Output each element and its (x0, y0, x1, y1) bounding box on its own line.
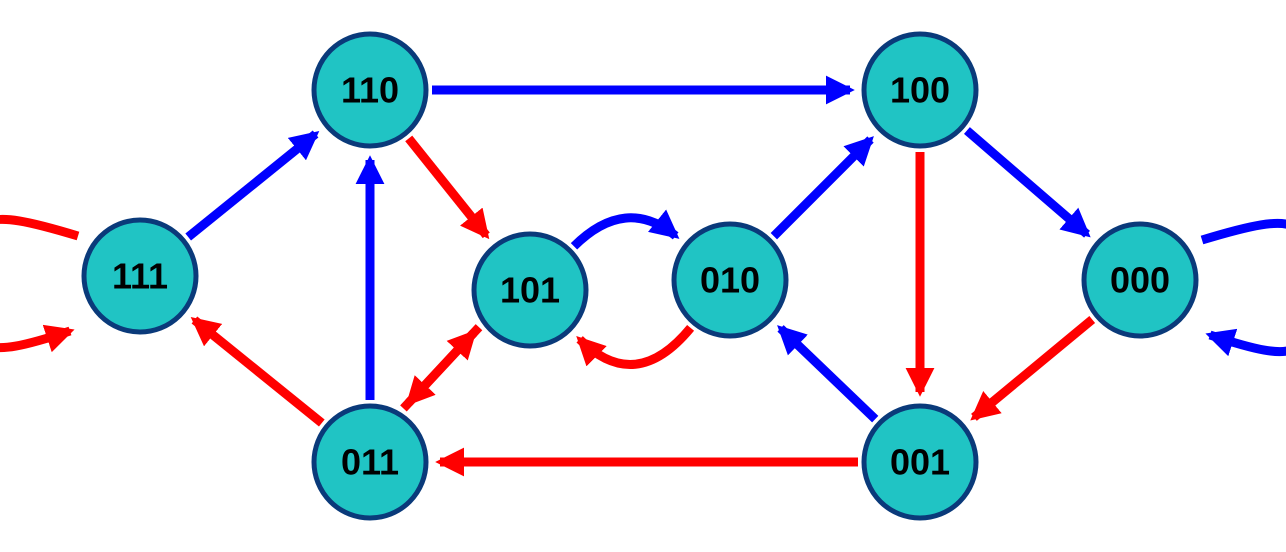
state-node-101: 101 (474, 234, 586, 346)
state-node-000: 000 (1084, 224, 1196, 336)
edge-selfloop (0, 219, 78, 347)
node-label: 011 (341, 442, 399, 483)
edge (194, 320, 321, 423)
edge (967, 131, 1087, 235)
state-node-111: 111 (84, 220, 196, 332)
state-node-001: 001 (864, 406, 976, 518)
node-label: 101 (500, 270, 560, 311)
node-label: 110 (341, 70, 399, 111)
edge (974, 320, 1092, 418)
node-label: 001 (890, 442, 950, 483)
edge (781, 328, 876, 419)
state-node-011: 011 (314, 406, 426, 518)
node-label: 010 (700, 260, 760, 301)
state-graph: 111 110 011 101 010 100 001 000 (0, 0, 1286, 552)
edge (409, 138, 487, 235)
edge (188, 134, 315, 237)
node-label: 000 (1110, 260, 1170, 301)
node-label: 111 (112, 256, 168, 297)
node-label: 100 (890, 70, 950, 111)
edge (409, 327, 479, 402)
edge-selfloop (1202, 223, 1286, 351)
edge (574, 218, 676, 247)
state-node-110: 110 (314, 34, 426, 146)
state-node-100: 100 (864, 34, 976, 146)
edge (774, 139, 871, 236)
edge (580, 328, 691, 365)
state-node-010: 010 (674, 224, 786, 336)
